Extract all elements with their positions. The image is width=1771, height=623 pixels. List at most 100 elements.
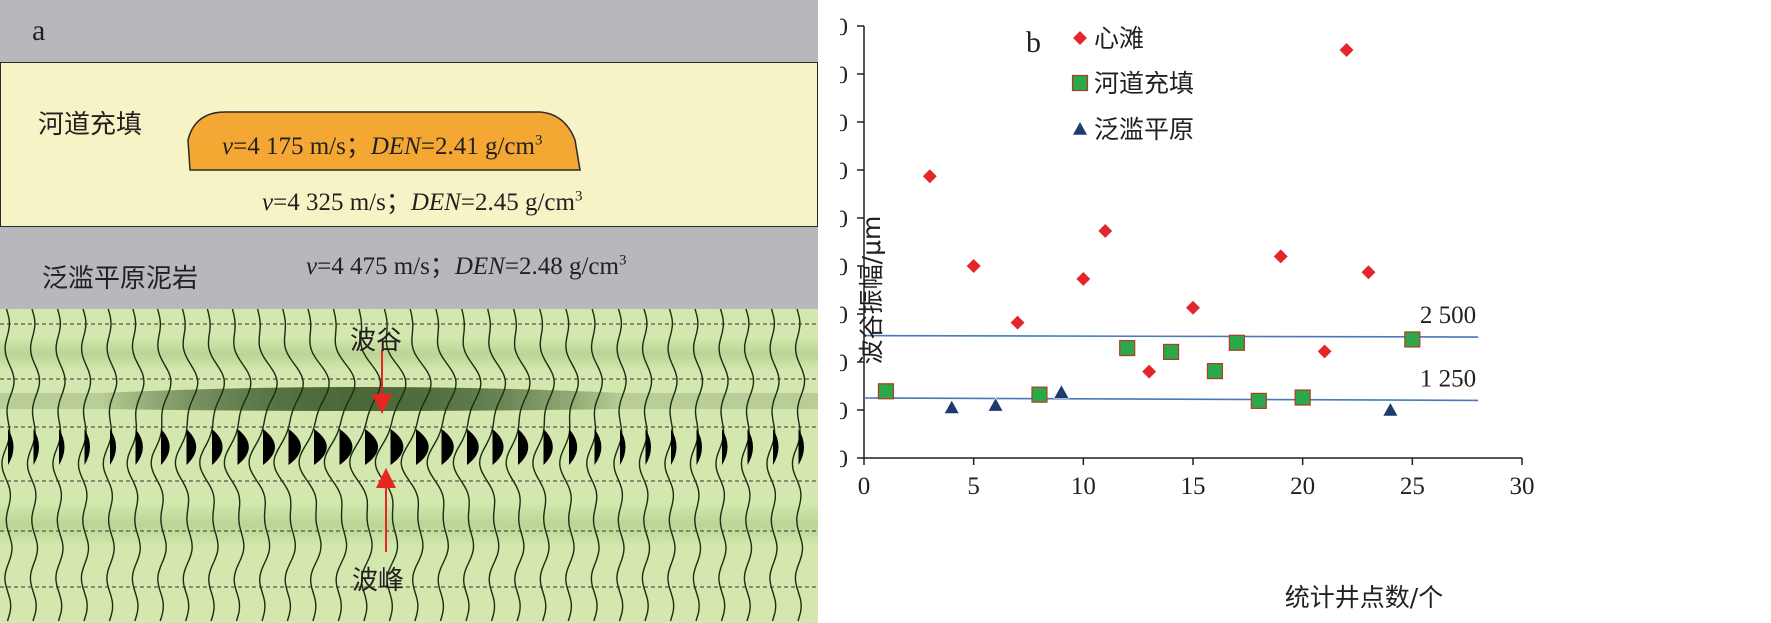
wave-arrows [372, 350, 396, 552]
square-point [1294, 389, 1311, 406]
square-point [1031, 386, 1048, 403]
trough-band-cell [492, 388, 496, 411]
seismic-trace [715, 309, 729, 622]
diamond-point [921, 168, 938, 185]
trough-band-cell [56, 393, 60, 409]
diamond-point [1075, 270, 1092, 288]
seismic-trace [689, 309, 704, 622]
x-tick-label: 5 [967, 473, 980, 500]
floodplain-layer-velocity: v=4 475 m/s；DEN=2.48 g/cm3 [306, 252, 627, 280]
trough-band-cell [364, 387, 368, 411]
trough-band-cell [268, 387, 272, 411]
square-point [1404, 331, 1421, 348]
trough-band-cell [4, 393, 8, 409]
trough-band-cell [236, 388, 240, 411]
panel-a-label: a [32, 14, 46, 47]
trough-band-cell [684, 393, 688, 409]
peak-fill [161, 429, 170, 465]
trough-band-cell [516, 389, 520, 411]
trough-band-cell [232, 388, 236, 411]
trough-label: 波谷 [350, 326, 403, 356]
trough-band-cell [704, 393, 708, 409]
trough-band-cell [768, 393, 772, 409]
trough-band-cell [752, 393, 756, 409]
trough-band-cell [52, 393, 56, 409]
trough-band-cell [184, 389, 188, 411]
diamond-point [1360, 264, 1377, 281]
trough-band-cell [700, 393, 704, 409]
trough-band-cell [432, 387, 436, 411]
peak-fill [696, 429, 702, 465]
peak-fill [59, 429, 65, 465]
diamond-point [965, 257, 982, 275]
trough-band-cell [676, 393, 680, 409]
trough-band-cell [708, 393, 712, 409]
trough-band-cell [112, 392, 116, 410]
sand-body-velocity: v=4 175 m/s；DEN=2.41 g/cm3 [222, 132, 543, 160]
trough-band-cell [788, 393, 792, 409]
trough-band-cell [20, 393, 24, 409]
trough-band-cell [356, 387, 360, 411]
trough-band-cell [408, 387, 412, 411]
square-point [1206, 363, 1224, 380]
trough-band-cell [264, 387, 268, 411]
trough-band-cell [0, 393, 4, 409]
trough-band-cell [532, 389, 536, 411]
legend-label: 心滩 [1094, 24, 1144, 53]
trough-band-cell [592, 391, 596, 410]
trough-band-cell [512, 389, 516, 411]
x-tick-label: 30 [1510, 473, 1535, 500]
trough-band-cell [668, 393, 672, 409]
seismic-trace [150, 309, 172, 622]
channel-fill-label: 河道充填 [38, 110, 143, 140]
trough-band-cell [688, 393, 692, 409]
trough-band-cell [756, 393, 760, 409]
trough-band-cell [180, 389, 184, 411]
diamond-point [1316, 343, 1333, 360]
reference-line [863, 397, 1479, 402]
trough-band-cell [600, 392, 604, 410]
trough-band-cell [44, 393, 48, 409]
trough-band-cell [560, 390, 564, 410]
trough-band-cell [444, 387, 448, 411]
trough-band-cell [648, 393, 652, 409]
reference-line-label: 2 500 [1420, 302, 1476, 329]
trough-band-cell [452, 387, 456, 411]
trough-band-cell [796, 393, 800, 409]
legend-label: 泛滥平原 [1094, 115, 1194, 144]
y-tick-label: 3 000 [840, 302, 848, 329]
trough-band-cell [328, 387, 332, 411]
seismic-trace [740, 309, 755, 622]
trough-band-cell [196, 389, 200, 411]
trough-band-cell [740, 393, 744, 409]
diamond-point [1272, 248, 1289, 265]
trough-band-cell [292, 387, 296, 411]
triangle-point [1053, 384, 1070, 399]
trough-band-cell [284, 387, 288, 411]
trough-band-cell [312, 387, 316, 411]
trough-band-cell [660, 393, 664, 409]
peak-fill [773, 429, 779, 465]
trough-band-cell [276, 387, 280, 411]
trough-band-cell [692, 393, 696, 409]
trough-band-cell [568, 390, 572, 410]
trough-band-cell [548, 390, 552, 410]
peak-fill [135, 429, 143, 465]
trough-band-cell [144, 391, 148, 410]
trough-band-cell [620, 393, 624, 409]
trough-band-cell [636, 393, 640, 409]
trough-band-cell [72, 393, 76, 409]
seismic-trace [400, 309, 432, 622]
trough-band-cell [344, 387, 348, 411]
peak-fill [467, 429, 479, 465]
trough-band-cell [152, 390, 156, 410]
seismic-trace [52, 309, 66, 622]
peak-fill [620, 429, 626, 465]
trough-band-cell [632, 393, 636, 409]
diamond-point [1097, 222, 1114, 240]
trough-band-cell [28, 393, 32, 409]
peak-fill [365, 429, 378, 465]
square-point [1119, 339, 1136, 357]
trough-band-cell [664, 393, 668, 409]
